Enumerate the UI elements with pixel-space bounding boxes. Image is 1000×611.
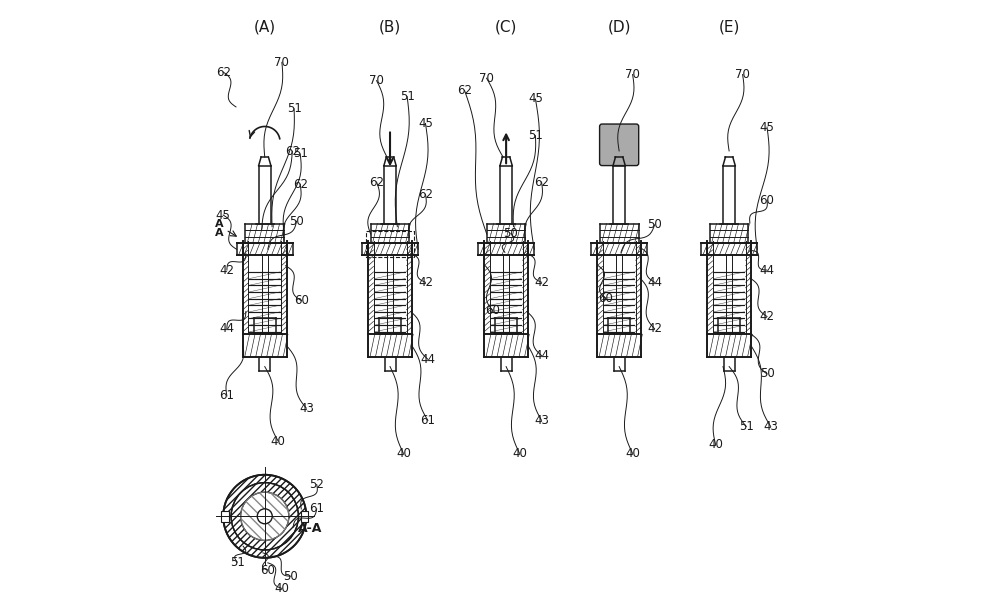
Text: 51: 51 [293, 147, 308, 161]
Text: 44: 44 [219, 322, 234, 335]
Text: 70: 70 [274, 56, 289, 69]
Text: 61: 61 [420, 414, 435, 427]
Circle shape [223, 475, 306, 558]
Bar [366, 231, 414, 257]
Text: 43: 43 [534, 414, 549, 427]
Text: 62: 62 [285, 145, 300, 158]
Text: 60: 60 [598, 291, 613, 305]
Text: 50: 50 [504, 227, 518, 240]
Text: 50: 50 [647, 218, 662, 232]
Text: 52: 52 [309, 478, 324, 491]
Text: 40: 40 [512, 447, 527, 460]
Text: 62: 62 [293, 178, 308, 191]
Text: 43: 43 [763, 420, 778, 433]
Bar [221, 511, 229, 522]
Text: 44: 44 [420, 353, 435, 366]
Text: A: A [215, 229, 224, 238]
Text: 40: 40 [625, 447, 640, 460]
Text: (D): (D) [607, 20, 631, 35]
Text: 51: 51 [287, 102, 302, 115]
Text: 61: 61 [309, 502, 324, 516]
Text: 60: 60 [260, 563, 275, 577]
Text: (C): (C) [495, 20, 517, 35]
Text: 70: 70 [625, 68, 640, 81]
Text: 50: 50 [283, 569, 298, 583]
Text: 40: 40 [271, 434, 286, 448]
FancyBboxPatch shape [600, 124, 639, 166]
Text: (B): (B) [379, 20, 401, 35]
Text: 40: 40 [274, 582, 289, 595]
Text: 51: 51 [400, 90, 415, 103]
Text: A-A: A-A [298, 522, 323, 535]
Text: 40: 40 [396, 447, 411, 460]
Text: 62: 62 [534, 175, 549, 189]
Text: 60: 60 [760, 194, 774, 207]
Text: 50: 50 [760, 367, 774, 381]
Text: (E): (E) [718, 20, 740, 35]
Text: 42: 42 [647, 322, 662, 335]
Text: 62: 62 [418, 188, 433, 201]
Circle shape [241, 492, 289, 540]
Text: 45: 45 [760, 120, 774, 134]
Text: 62: 62 [369, 175, 384, 189]
Text: 51: 51 [230, 555, 245, 569]
Text: A: A [215, 219, 224, 229]
Text: 62: 62 [216, 65, 231, 79]
Text: 50: 50 [289, 214, 304, 228]
Text: 44: 44 [534, 349, 549, 362]
Circle shape [231, 483, 298, 550]
Text: 60: 60 [294, 294, 309, 307]
Text: 62: 62 [457, 84, 472, 97]
Text: 70: 70 [479, 71, 494, 85]
Text: 45: 45 [418, 117, 433, 130]
Text: 51: 51 [739, 420, 754, 433]
Bar [301, 511, 308, 522]
Text: 45: 45 [528, 92, 543, 106]
Text: 60: 60 [485, 304, 500, 317]
Text: 70: 70 [735, 68, 750, 81]
Circle shape [257, 509, 272, 524]
Text: 43: 43 [299, 401, 314, 415]
Text: (A): (A) [254, 20, 276, 35]
Text: 44: 44 [647, 276, 662, 289]
Text: 42: 42 [760, 310, 775, 323]
Text: 44: 44 [760, 263, 775, 277]
Text: 45: 45 [216, 208, 231, 222]
Text: 61: 61 [219, 389, 234, 403]
Text: 42: 42 [534, 276, 549, 289]
Text: 70: 70 [369, 74, 384, 87]
Text: 42: 42 [418, 276, 433, 289]
Text: 51: 51 [528, 129, 543, 142]
Text: 42: 42 [219, 263, 234, 277]
Text: 40: 40 [708, 438, 723, 452]
